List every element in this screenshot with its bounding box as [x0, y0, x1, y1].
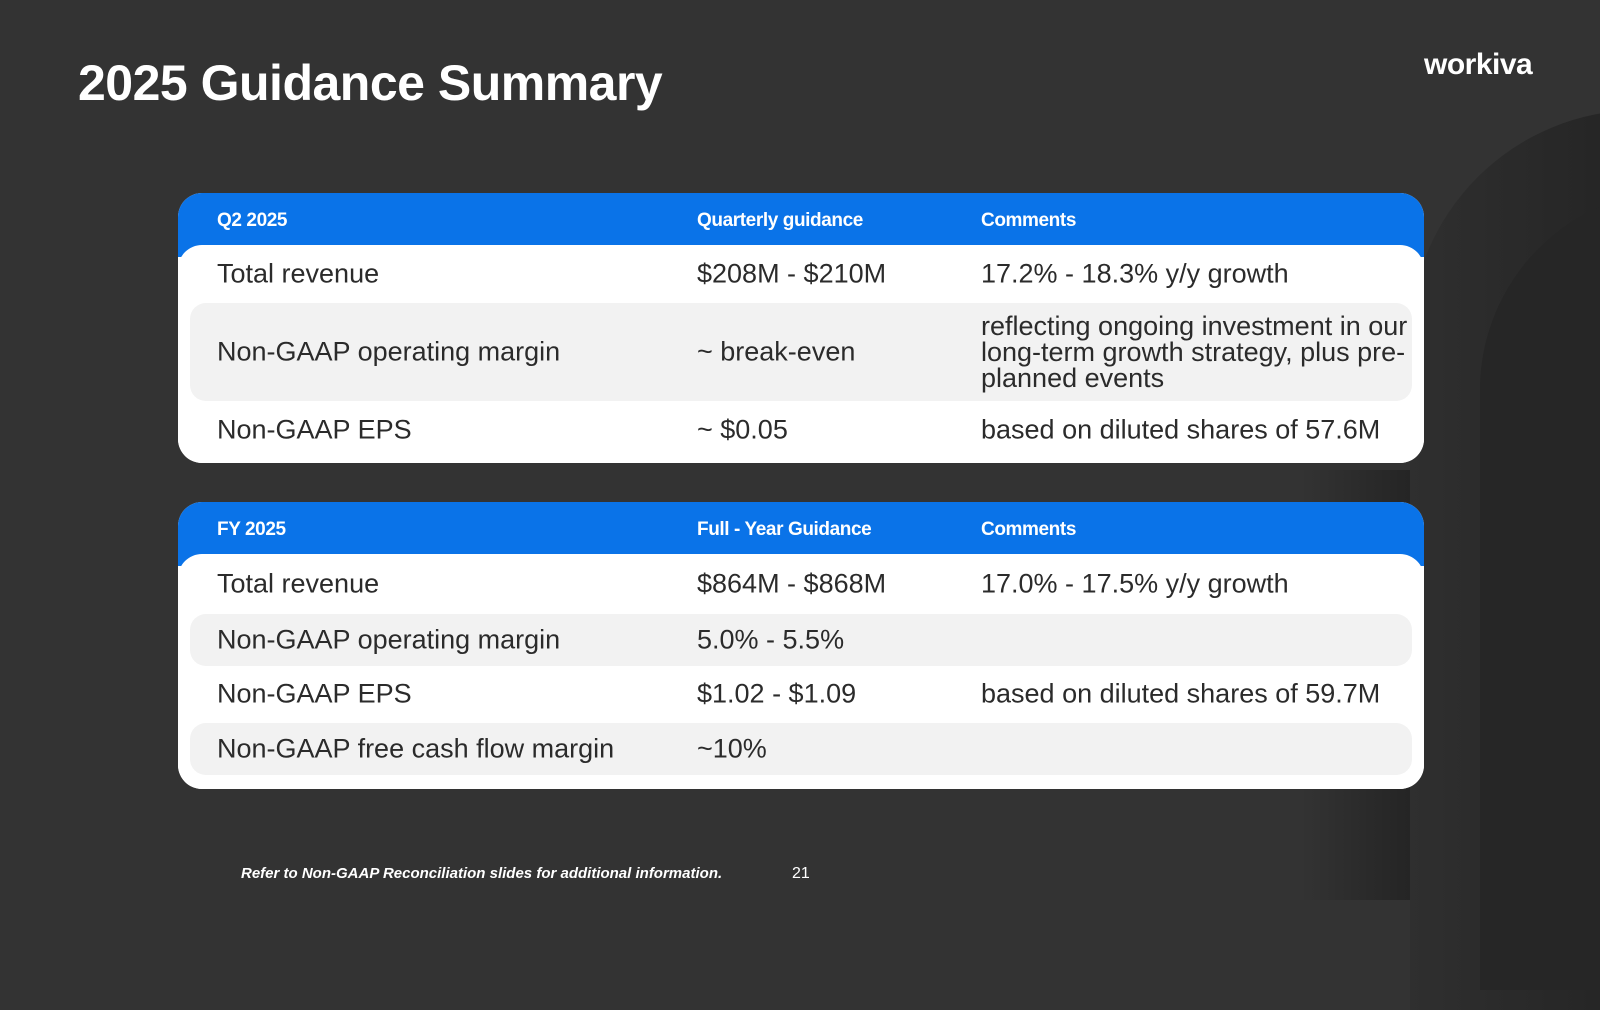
q2-header-guidance: Quarterly guidance — [697, 210, 863, 231]
fy-table-body: Total revenue $864M - $868M 17.0% - 17.5… — [178, 554, 1424, 789]
metric-label: Non-GAAP EPS — [217, 414, 412, 445]
fy-header-comments: Comments — [981, 519, 1076, 540]
q2-table-body: Total revenue $208M - $210M 17.2% - 18.3… — [178, 245, 1424, 463]
guidance-value: $1.02 - $1.09 — [697, 678, 857, 709]
guidance-value: $864M - $868M — [697, 568, 887, 599]
metric-label: Non-GAAP operating margin — [217, 336, 561, 367]
table-row: Total revenue $864M - $868M 17.0% - 17.5… — [190, 556, 1412, 612]
q2-header-comments: Comments — [981, 210, 1076, 231]
guidance-value: $208M - $210M — [697, 258, 887, 289]
metric-label: Non-GAAP EPS — [217, 678, 412, 709]
comment-text: based on diluted shares of 57.6M — [981, 414, 1381, 445]
guidance-value: ~10% — [697, 733, 767, 764]
q2-header-period: Q2 2025 — [217, 210, 288, 231]
workiva-logo: workiva — [1424, 48, 1533, 81]
guidance-value: ~ break-even — [697, 336, 856, 367]
table-row: Non-GAAP EPS $1.02 - $1.09 based on dilu… — [190, 667, 1412, 721]
table-row: Total revenue $208M - $210M 17.2% - 18.3… — [190, 245, 1412, 303]
table-row: Non-GAAP operating margin ~ break-even r… — [190, 303, 1412, 401]
footnote: Refer to Non-GAAP Reconciliation slides … — [241, 865, 723, 882]
page-number: 21 — [792, 865, 810, 882]
comment-text: reflecting ongoing investment in our lon… — [981, 311, 1408, 393]
table-row: Non-GAAP operating margin 5.0% - 5.5% — [190, 614, 1412, 666]
fy-header-period: FY 2025 — [217, 519, 286, 540]
background-curve-inner — [1480, 190, 1600, 990]
comment-text: 17.2% - 18.3% y/y growth — [981, 258, 1289, 289]
fy-header-guidance: Full - Year Guidance — [697, 519, 872, 540]
guidance-value: ~ $0.05 — [697, 414, 788, 445]
guidance-value: 5.0% - 5.5% — [697, 624, 845, 655]
metric-label: Total revenue — [217, 258, 380, 289]
metric-label: Non-GAAP operating margin — [217, 624, 561, 655]
comment-text: based on diluted shares of 59.7M — [981, 678, 1381, 709]
metric-label: Non-GAAP free cash flow margin — [217, 733, 615, 764]
fy-guidance-table: FY 2025 Full - Year Guidance Comments To… — [178, 502, 1424, 789]
comment-text: 17.0% - 17.5% y/y growth — [981, 568, 1289, 599]
page-title: 2025 Guidance Summary — [78, 55, 663, 111]
table-row: Non-GAAP EPS ~ $0.05 based on diluted sh… — [190, 401, 1412, 459]
table-row: Non-GAAP free cash flow margin ~10% — [190, 723, 1412, 775]
q2-guidance-table: Q2 2025 Quarterly guidance Comments Tota… — [178, 193, 1424, 463]
metric-label: Total revenue — [217, 568, 380, 599]
